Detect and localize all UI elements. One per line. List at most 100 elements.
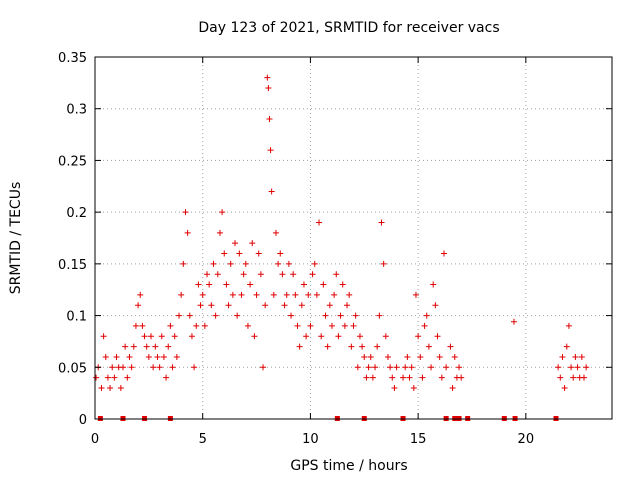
data-point <box>555 364 562 371</box>
data-point <box>298 302 305 309</box>
data-point <box>281 302 288 309</box>
data-point <box>404 353 411 360</box>
data-point <box>182 209 189 216</box>
data-point <box>568 364 575 371</box>
data-point <box>221 250 228 257</box>
data-point <box>389 374 396 381</box>
data-point <box>374 343 381 350</box>
data-point <box>240 271 247 278</box>
data-point <box>266 116 273 123</box>
data-point <box>316 219 323 226</box>
data-points <box>93 74 590 391</box>
data-point <box>145 353 152 360</box>
data-point <box>402 364 409 371</box>
data-point <box>253 291 260 298</box>
data-point <box>272 229 279 236</box>
data-point <box>141 333 148 340</box>
data-point <box>393 364 400 371</box>
data-point <box>378 219 385 226</box>
data-point <box>412 291 419 298</box>
data-point <box>384 353 391 360</box>
data-point <box>234 312 241 319</box>
data-point <box>337 312 344 319</box>
data-point <box>257 271 264 278</box>
data-point <box>178 291 185 298</box>
data-point <box>225 302 232 309</box>
data-point <box>113 353 120 360</box>
data-point <box>305 291 312 298</box>
data-point <box>188 333 195 340</box>
y-tick-label: 0.25 <box>58 154 87 169</box>
data-point <box>268 188 275 195</box>
x-axis-label: GPS time / hours <box>290 458 407 474</box>
data-point <box>107 384 114 391</box>
data-point <box>128 364 135 371</box>
data-point <box>163 374 170 381</box>
data-point <box>206 281 213 288</box>
data-point <box>376 312 383 319</box>
data-point <box>122 343 129 350</box>
data-point <box>382 333 389 340</box>
data-point <box>279 271 286 278</box>
data-point <box>191 364 198 371</box>
data-point <box>173 353 180 360</box>
data-point <box>148 333 155 340</box>
data-point <box>236 250 243 257</box>
data-point <box>169 364 176 371</box>
data-point <box>214 271 221 278</box>
data-point <box>152 343 159 350</box>
data-point <box>348 343 355 350</box>
data-point <box>100 333 107 340</box>
data-point <box>372 364 379 371</box>
data-point <box>565 322 572 329</box>
y-tick-label: 0.35 <box>58 51 87 66</box>
data-point <box>180 260 187 267</box>
data-point <box>262 302 269 309</box>
data-point <box>324 343 331 350</box>
data-point <box>300 281 307 288</box>
x-tick-label: 0 <box>91 432 99 447</box>
x-tick-label: 5 <box>199 432 207 447</box>
data-point <box>292 291 299 298</box>
data-point <box>309 271 316 278</box>
data-point <box>260 364 267 371</box>
data-point <box>251 333 258 340</box>
data-point <box>583 364 590 371</box>
data-point <box>255 250 262 257</box>
x-tick-label: 20 <box>518 432 535 447</box>
data-point <box>98 384 105 391</box>
data-point <box>219 209 226 216</box>
data-point <box>165 343 172 350</box>
data-point <box>423 312 430 319</box>
data-point <box>561 384 568 391</box>
data-point <box>247 281 254 288</box>
data-point <box>117 384 124 391</box>
data-point <box>158 333 165 340</box>
data-point <box>350 322 357 329</box>
data-point <box>570 374 577 381</box>
data-point <box>264 74 271 81</box>
data-point <box>451 353 458 360</box>
data-point <box>212 312 219 319</box>
data-point <box>572 353 579 360</box>
data-point <box>124 374 131 381</box>
data-point <box>208 302 215 309</box>
data-point <box>436 353 443 360</box>
data-point <box>341 322 348 329</box>
data-point <box>443 364 450 371</box>
data-point <box>171 333 178 340</box>
data-point <box>367 353 374 360</box>
data-point <box>333 271 340 278</box>
data-point <box>102 353 109 360</box>
data-point <box>580 374 587 381</box>
data-point <box>440 250 447 257</box>
data-point <box>176 312 183 319</box>
data-point <box>303 333 310 340</box>
data-point <box>111 374 118 381</box>
data-point <box>430 281 437 288</box>
data-point <box>449 384 456 391</box>
data-point <box>139 322 146 329</box>
data-point <box>197 302 204 309</box>
data-point <box>135 302 142 309</box>
